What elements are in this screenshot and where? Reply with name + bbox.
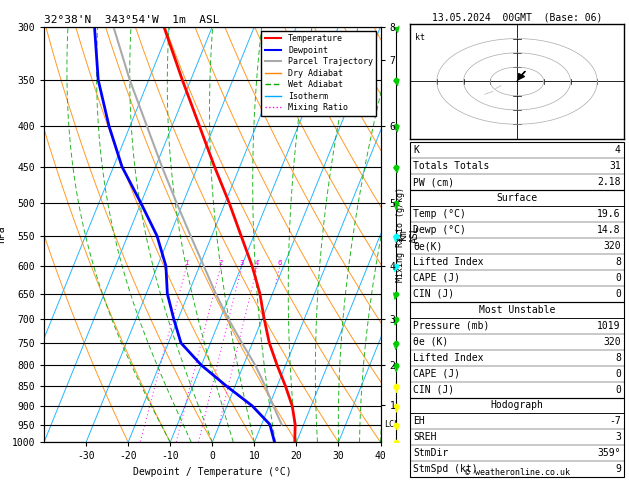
Y-axis label: km
ASL: km ASL — [398, 226, 420, 243]
Text: 1: 1 — [184, 260, 189, 266]
Text: Surface: Surface — [496, 193, 538, 203]
Legend: Temperature, Dewpoint, Parcel Trajectory, Dry Adiabat, Wet Adiabat, Isotherm, Mi: Temperature, Dewpoint, Parcel Trajectory… — [262, 31, 376, 116]
Text: 9: 9 — [615, 464, 621, 474]
Text: 359°: 359° — [598, 448, 621, 458]
Text: Most Unstable: Most Unstable — [479, 305, 555, 315]
Text: 31: 31 — [609, 161, 621, 172]
Text: Totals Totals: Totals Totals — [413, 161, 489, 172]
Text: Hodograph: Hodograph — [491, 400, 543, 411]
Text: 14.8: 14.8 — [598, 225, 621, 235]
Text: θe (K): θe (K) — [413, 337, 448, 347]
Text: -7: -7 — [609, 417, 621, 426]
Text: 4: 4 — [615, 145, 621, 156]
Text: PW (cm): PW (cm) — [413, 177, 454, 187]
Text: 0: 0 — [615, 384, 621, 395]
Text: 8: 8 — [615, 353, 621, 363]
Text: Mixing Ratio (g/kg): Mixing Ratio (g/kg) — [396, 187, 406, 282]
Text: Temp (°C): Temp (°C) — [413, 209, 466, 219]
Text: θe(K): θe(K) — [413, 241, 443, 251]
Text: © weatheronline.co.uk: © weatheronline.co.uk — [465, 468, 569, 477]
Y-axis label: hPa: hPa — [0, 226, 6, 243]
Text: 3: 3 — [240, 260, 244, 266]
Text: 0: 0 — [615, 368, 621, 379]
Text: 320: 320 — [603, 241, 621, 251]
Text: EH: EH — [413, 417, 425, 426]
Text: 6: 6 — [278, 260, 282, 266]
Text: 320: 320 — [603, 337, 621, 347]
Text: 3: 3 — [615, 433, 621, 442]
Text: 2: 2 — [219, 260, 223, 266]
Text: Lifted Index: Lifted Index — [413, 353, 484, 363]
Text: kt: kt — [416, 33, 425, 42]
Text: CIN (J): CIN (J) — [413, 384, 454, 395]
Text: CAPE (J): CAPE (J) — [413, 273, 460, 283]
Text: Dewp (°C): Dewp (°C) — [413, 225, 466, 235]
X-axis label: Dewpoint / Temperature (°C): Dewpoint / Temperature (°C) — [133, 467, 292, 477]
Text: 13.05.2024  00GMT  (Base: 06): 13.05.2024 00GMT (Base: 06) — [432, 12, 602, 22]
Text: CIN (J): CIN (J) — [413, 289, 454, 299]
Text: 8: 8 — [615, 257, 621, 267]
Text: 1019: 1019 — [598, 321, 621, 331]
Text: 32°38'N  343°54'W  1m  ASL: 32°38'N 343°54'W 1m ASL — [44, 15, 220, 25]
Text: Pressure (mb): Pressure (mb) — [413, 321, 489, 331]
Text: StmSpd (kt): StmSpd (kt) — [413, 464, 478, 474]
Text: 0: 0 — [615, 289, 621, 299]
Text: 2.18: 2.18 — [598, 177, 621, 187]
Text: SREH: SREH — [413, 433, 437, 442]
Text: CAPE (J): CAPE (J) — [413, 368, 460, 379]
Text: LCL: LCL — [384, 420, 399, 429]
Text: 19.6: 19.6 — [598, 209, 621, 219]
Text: Lifted Index: Lifted Index — [413, 257, 484, 267]
Text: K: K — [413, 145, 419, 156]
Text: StmDir: StmDir — [413, 448, 448, 458]
Text: 4: 4 — [255, 260, 259, 266]
Text: 0: 0 — [615, 273, 621, 283]
